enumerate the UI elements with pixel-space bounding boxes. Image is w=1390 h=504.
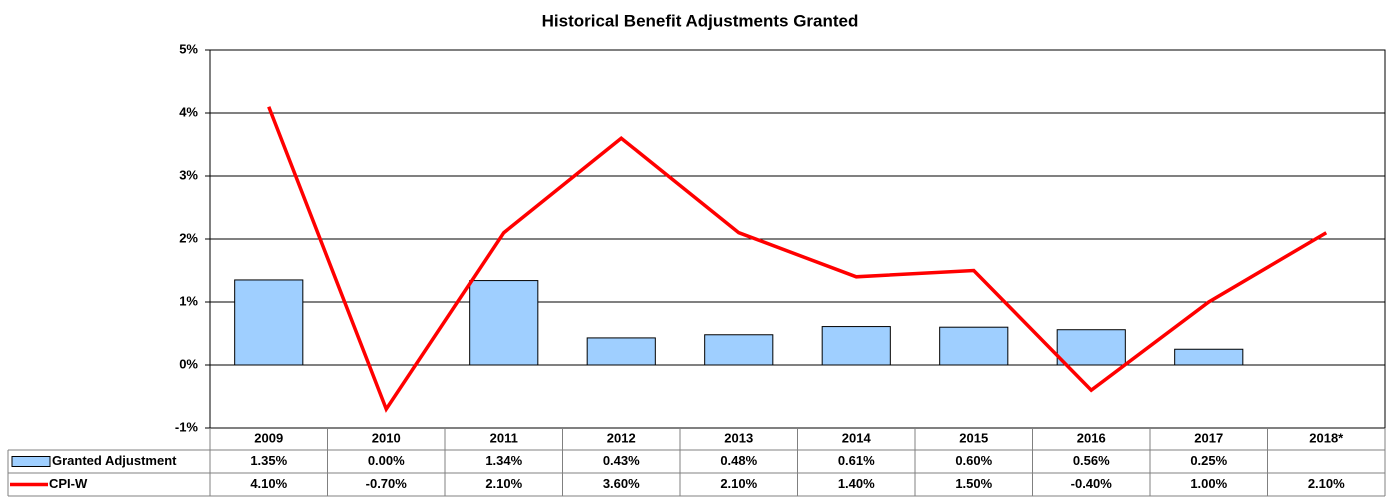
table-cell: 1.34% — [485, 453, 522, 468]
x-tick-label: 2017 — [1194, 430, 1223, 445]
legend-label: CPI-W — [49, 476, 88, 491]
x-tick-label: 2010 — [372, 430, 401, 445]
table-cell: 0.48% — [720, 453, 757, 468]
bar — [1174, 348, 1244, 366]
table-cell: -0.70% — [366, 476, 408, 491]
table-cell: 0.43% — [603, 453, 640, 468]
legend-swatch — [11, 456, 51, 467]
table-cell: 0.00% — [368, 453, 405, 468]
x-tick-label: 2011 — [490, 430, 518, 445]
table-cell: 2.10% — [720, 476, 757, 491]
x-tick-label: 2016 — [1077, 430, 1106, 445]
table-cell: 0.56% — [1073, 453, 1110, 468]
x-tick-label: 2013 — [724, 430, 753, 445]
table-cell: 1.00% — [1190, 476, 1227, 491]
x-tick-label: 2015 — [959, 430, 988, 445]
bar — [704, 334, 774, 366]
y-tick-label: -1% — [175, 419, 199, 434]
y-tick-label: 1% — [179, 293, 198, 308]
y-tick-label: 0% — [179, 356, 198, 371]
bar — [469, 280, 539, 366]
x-tick-label: 2012 — [607, 430, 636, 445]
table-cell: 1.40% — [838, 476, 875, 491]
y-tick-label: 5% — [179, 41, 198, 56]
legend-label: Granted Adjustment — [52, 453, 177, 468]
chart-title: Historical Benefit Adjustments Granted — [542, 11, 859, 30]
table-cell: 1.50% — [955, 476, 992, 491]
table-cell: 4.10% — [250, 476, 287, 491]
table-cell: -0.40% — [1071, 476, 1113, 491]
table-cell: 0.61% — [838, 453, 875, 468]
table-cell: 1.35% — [250, 453, 287, 468]
y-tick-label: 3% — [179, 167, 198, 182]
table-cell: 0.60% — [955, 453, 992, 468]
bar — [586, 337, 656, 366]
bar — [1056, 329, 1126, 366]
table-cell: 2.10% — [485, 476, 522, 491]
bar — [821, 326, 891, 366]
table-cell: 2.10% — [1308, 476, 1345, 491]
bar — [939, 326, 1009, 366]
table-cell: 0.25% — [1190, 453, 1227, 468]
x-tick-label: 2009 — [254, 430, 283, 445]
table-cell: 3.60% — [603, 476, 640, 491]
bar — [234, 279, 304, 366]
y-tick-label: 4% — [179, 104, 198, 119]
line — [267, 106, 1328, 413]
x-tick-label: 2018* — [1309, 430, 1344, 445]
y-tick-label: 2% — [179, 230, 198, 245]
x-tick-label: 2014 — [842, 430, 872, 445]
